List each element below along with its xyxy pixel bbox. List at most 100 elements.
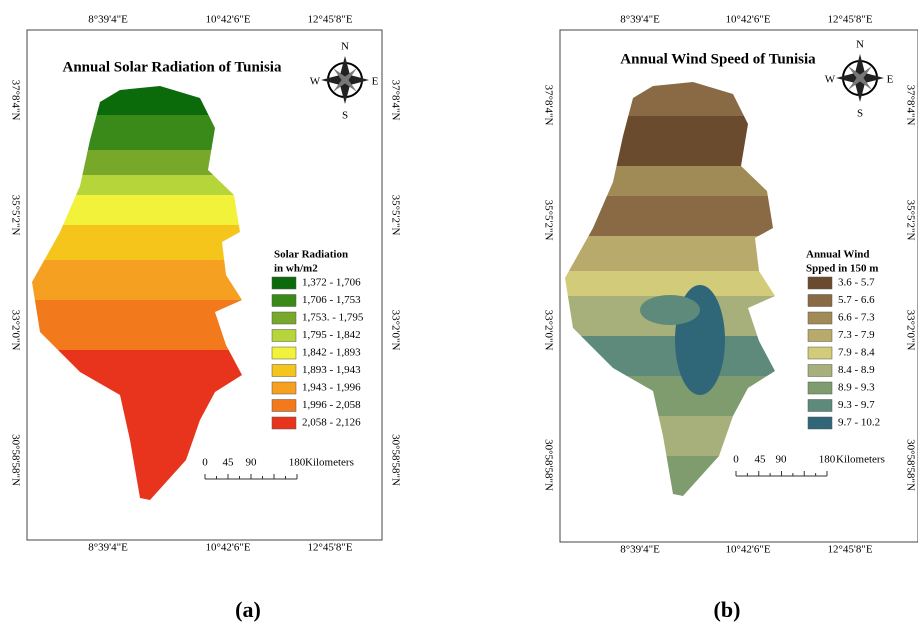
- map-zone: [32, 175, 242, 195]
- legend-label: 1,996 - 2,058: [302, 399, 361, 411]
- legend-swatch: [271, 329, 297, 342]
- map-zone: [640, 295, 700, 325]
- scale-label: 180: [289, 457, 306, 469]
- legend-label: 1,372 - 1,706: [302, 277, 361, 289]
- legend-title: Solar Radiation: [274, 249, 348, 261]
- legend-label: 1,842 - 1,893: [302, 347, 361, 359]
- latitude-label: 30°58'58"N: [904, 439, 916, 491]
- scale-label: 45: [223, 457, 235, 469]
- legend-swatch: [271, 416, 297, 430]
- latitude-label: 35°5'2"N: [542, 200, 554, 241]
- latitude-label: 33°2'0"N: [904, 310, 916, 351]
- legend-title: Spped in 150 m: [806, 263, 878, 275]
- map-panel: 8°39'4"E 10°42'6"E 12°45'8"E 8°39'4"E 10°42'…: [542, 14, 918, 622]
- latitude-label: 30°58'58"N: [389, 434, 401, 486]
- scale-unit: Kilometers: [305, 457, 354, 469]
- compass-star: [333, 68, 357, 92]
- compass-letter: S: [342, 110, 348, 122]
- map-zone: [565, 236, 775, 271]
- legend-label: 1,795 - 1,842: [302, 329, 361, 341]
- legend-swatch: [807, 399, 833, 412]
- panel-caption: (a): [235, 597, 261, 622]
- compass-letter: N: [856, 39, 864, 51]
- map-title: Annual Solar Radiation of Tunisia: [63, 59, 282, 75]
- map-title: Annual Wind Speed of Tunisia: [620, 51, 816, 67]
- legend-label: 1,706 - 1,753: [302, 294, 361, 306]
- map-zone: [32, 225, 242, 260]
- longitude-label: 10°42'6"E: [725, 544, 770, 556]
- legend-label: 9.7 - 10.2: [838, 417, 880, 429]
- legend-swatch: [807, 346, 833, 360]
- compass-letter: E: [887, 74, 894, 86]
- legend-title: in wh/m2: [274, 263, 318, 275]
- latitude-label: 30°58'58"N: [9, 434, 21, 486]
- compass-letter: W: [825, 74, 836, 86]
- legend-label: 3.6 - 5.7: [838, 277, 875, 289]
- legend-swatch: [807, 276, 833, 290]
- legend-swatch: [271, 311, 297, 325]
- legend-label: 7.9 - 8.4: [838, 347, 875, 359]
- latitude-label: 33°2'0"N: [9, 310, 21, 351]
- legend-swatch: [807, 294, 833, 307]
- legend-label: 2,058 - 2,126: [302, 417, 361, 429]
- legend-swatch: [271, 399, 297, 412]
- map-panel: 8°39'4"E 10°42'6"E 12°45'8"E 8°39'4"E 10°42'…: [9, 14, 401, 623]
- longitude-label: 12°45'8"E: [827, 544, 872, 556]
- latitude-label: 33°2'0"N: [542, 310, 554, 351]
- legend-swatch: [271, 381, 297, 395]
- legend-label: 7.3 - 7.9: [838, 329, 875, 341]
- longitude-label: 10°42'6"E: [205, 542, 250, 554]
- legend-label: 8.4 - 8.9: [838, 364, 875, 376]
- compass-letter: N: [341, 41, 349, 53]
- compass-letter: E: [372, 76, 379, 88]
- compass-letter: W: [310, 76, 321, 88]
- latitude-label: 37°8'4"N: [389, 80, 401, 121]
- legend-label: 1,893 - 1,943: [302, 364, 361, 376]
- longitude-label: 8°39'4"E: [88, 14, 128, 26]
- legend-label: 5.7 - 6.6: [838, 294, 875, 306]
- latitude-label: 33°2'0"N: [389, 310, 401, 351]
- latitude-label: 37°8'4"N: [9, 80, 21, 121]
- scale-label: 90: [776, 454, 788, 466]
- legend-swatch: [807, 311, 833, 325]
- legend-swatch: [807, 364, 833, 377]
- map-zone: [32, 260, 242, 300]
- legend-swatch: [807, 416, 833, 430]
- compass-star: [848, 66, 872, 90]
- legend-label: 8.9 - 9.3: [838, 382, 875, 394]
- map-zone: [565, 271, 775, 296]
- map-zone: [32, 300, 242, 350]
- longitude-label: 12°45'8"E: [307, 14, 352, 26]
- legend-swatch: [271, 364, 297, 377]
- legend-label: 9.3 - 9.7: [838, 399, 875, 411]
- compass-letter: S: [857, 108, 863, 120]
- scale-label: 90: [246, 457, 258, 469]
- legend-swatch: [807, 329, 833, 342]
- legend-swatch: [271, 346, 297, 360]
- scale-unit: Kilometers: [836, 454, 885, 466]
- panel-caption: (b): [714, 597, 741, 622]
- longitude-label: 8°39'4"E: [620, 14, 660, 26]
- latitude-label: 35°5'2"N: [904, 200, 916, 241]
- longitude-label: 8°39'4"E: [88, 542, 128, 554]
- longitude-label: 10°42'6"E: [725, 14, 770, 26]
- scale-label: 0: [202, 457, 208, 469]
- latitude-label: 37°8'4"N: [542, 85, 554, 126]
- legend-title: Annual Wind: [806, 249, 870, 261]
- legend-swatch: [271, 276, 297, 290]
- legend-swatch: [271, 294, 297, 307]
- legend-label: 6.6 - 7.3: [838, 312, 875, 324]
- scale-label: 0: [733, 454, 739, 466]
- scale-label: 45: [755, 454, 767, 466]
- legend-label: 1,753. - 1,795: [302, 312, 364, 324]
- longitude-label: 12°45'8"E: [827, 14, 872, 26]
- legend-label: 1,943 - 1,996: [302, 382, 361, 394]
- longitude-label: 12°45'8"E: [307, 542, 352, 554]
- scale-label: 180: [819, 454, 836, 466]
- latitude-label: 35°5'2"N: [389, 195, 401, 236]
- latitude-label: 30°58'58"N: [542, 439, 554, 491]
- longitude-label: 10°42'6"E: [205, 14, 250, 26]
- longitude-label: 8°39'4"E: [620, 544, 660, 556]
- latitude-label: 37°8'4"N: [904, 85, 916, 126]
